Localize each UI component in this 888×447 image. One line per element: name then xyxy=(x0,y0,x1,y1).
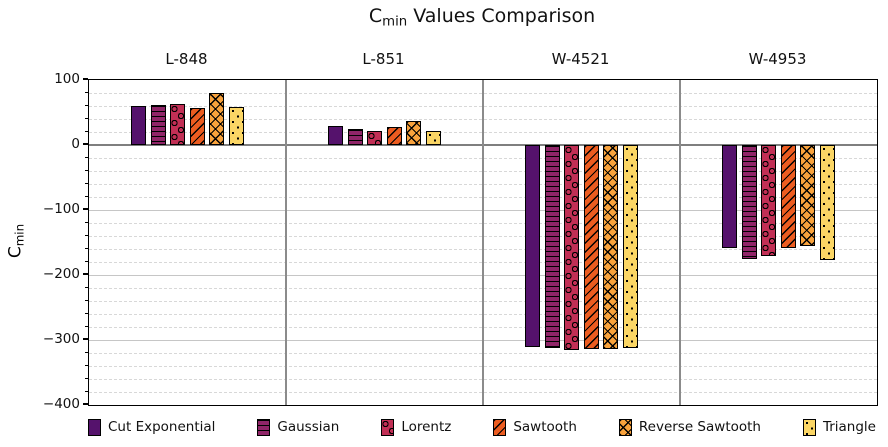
legend-swatch xyxy=(257,418,271,436)
legend-label: Reverse Sawtooth xyxy=(638,419,761,435)
y-tick xyxy=(83,403,88,405)
legend-item: Gaussian xyxy=(257,418,340,436)
bar xyxy=(761,145,777,256)
bar xyxy=(425,130,441,145)
bar xyxy=(800,145,816,246)
bar xyxy=(603,145,619,350)
legend-item: Sawtooth xyxy=(493,418,577,436)
panel-divider xyxy=(481,80,485,405)
bar xyxy=(150,105,166,145)
y-tick-minor xyxy=(85,234,88,236)
bar xyxy=(228,106,244,145)
y-tick-label: 0 xyxy=(71,136,80,152)
legend-label: Gaussian xyxy=(277,419,340,435)
legend: Cut Exponential Gaussian Lorentz Sawtooth Re… xyxy=(88,413,876,441)
legend-swatch xyxy=(381,418,395,436)
y-tick-minor xyxy=(85,156,88,158)
bar xyxy=(367,131,383,145)
y-axis-label: Cmin xyxy=(5,224,26,258)
legend-label: Cut Exponential xyxy=(108,419,216,435)
panel-title: W-4953 xyxy=(748,50,807,68)
chart-title: Cmin Values Comparison xyxy=(88,5,876,30)
bar xyxy=(622,145,638,349)
y-tick-label: −400 xyxy=(42,396,80,412)
legend-swatch xyxy=(88,418,101,436)
chart-title-prefix: C xyxy=(368,5,383,27)
panel-title: W-4521 xyxy=(551,50,610,68)
bar xyxy=(386,127,402,145)
y-tick-minor xyxy=(85,91,88,93)
legend-swatch xyxy=(802,418,816,436)
y-tick-minor xyxy=(85,247,88,249)
y-tick xyxy=(83,143,88,145)
bar xyxy=(525,145,541,347)
y-tick-label: −300 xyxy=(42,331,80,347)
panel-title: L-848 xyxy=(165,50,208,68)
bar xyxy=(170,104,186,145)
y-tick-minor xyxy=(85,195,88,197)
bar xyxy=(406,120,422,145)
y-tick-minor xyxy=(85,312,88,314)
chart-title-subscript: min xyxy=(382,14,408,30)
chart-title-suffix: Values Comparison xyxy=(407,5,596,27)
bar xyxy=(722,145,738,248)
panel-title: L-851 xyxy=(362,50,405,68)
legend-label: Triangle xyxy=(822,419,876,435)
bar xyxy=(131,106,147,145)
legend-swatch xyxy=(493,418,507,436)
y-tick xyxy=(83,273,88,275)
y-tick-minor xyxy=(85,221,88,223)
y-axis-label-prefix: C xyxy=(5,246,26,259)
legend-label: Lorentz xyxy=(401,419,452,435)
legend-item: Reverse Sawtooth xyxy=(618,418,761,436)
y-tick xyxy=(83,338,88,340)
panel-divider xyxy=(678,80,682,405)
bar xyxy=(347,129,363,145)
legend-item: Cut Exponential xyxy=(88,418,216,436)
legend-item: Lorentz xyxy=(381,418,452,436)
y-tick xyxy=(83,78,88,80)
plot-area xyxy=(88,79,878,406)
bar xyxy=(819,145,835,261)
bar xyxy=(583,145,599,350)
legend-swatch xyxy=(618,418,632,436)
y-tick-minor xyxy=(85,364,88,366)
bar xyxy=(741,145,757,260)
bar xyxy=(189,107,205,145)
y-tick-minor xyxy=(85,182,88,184)
bar xyxy=(328,126,344,145)
panel-divider xyxy=(284,80,288,405)
bar xyxy=(209,93,225,145)
bar xyxy=(780,145,796,248)
bar xyxy=(544,145,560,349)
y-tick-minor xyxy=(85,104,88,106)
y-tick-minor xyxy=(85,130,88,132)
y-tick-minor xyxy=(85,351,88,353)
y-axis-label-subscript: min xyxy=(12,223,27,247)
y-tick-minor xyxy=(85,286,88,288)
y-tick-label: 100 xyxy=(54,71,80,87)
y-tick xyxy=(83,208,88,210)
y-tick-minor xyxy=(85,117,88,119)
y-tick-minor xyxy=(85,260,88,262)
y-tick-minor xyxy=(85,325,88,327)
y-tick-minor xyxy=(85,390,88,392)
y-tick-label: −100 xyxy=(42,201,80,217)
y-tick-minor xyxy=(85,377,88,379)
legend-item: Triangle xyxy=(802,418,876,436)
legend-label: Sawtooth xyxy=(513,419,577,435)
bar xyxy=(564,145,580,350)
y-tick-label: −200 xyxy=(42,266,80,282)
y-tick-minor xyxy=(85,299,88,301)
y-tick-minor xyxy=(85,169,88,171)
